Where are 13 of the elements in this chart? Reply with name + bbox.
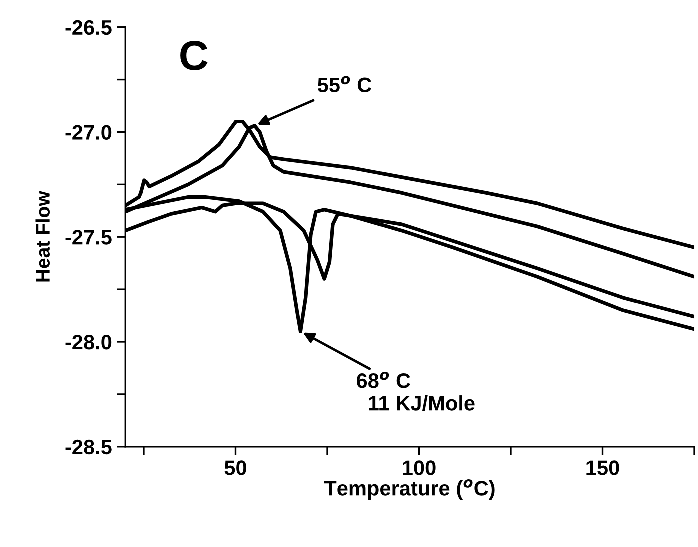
y-tick-label: -27.0: [66, 125, 112, 140]
chart-title: C: [180, 41, 208, 71]
x-tick-label: 150: [586, 460, 620, 476]
y-tick-label: -27.5: [66, 230, 112, 245]
annotation: 55$^{o}$ C: [318, 76, 372, 93]
x-axis-title: Temperature ($^{o}$C): [324, 480, 495, 500]
y-tick-label: -28.0: [66, 335, 112, 350]
annotation: 68$^{o}$ C 11 KJ/Mole: [357, 372, 475, 412]
x-tick-label: 100: [403, 460, 436, 476]
y-tick-label: -28.5: [66, 440, 112, 455]
x-tick-label: 50: [224, 460, 246, 476]
y-axis-title: Heat Flow: [36, 191, 50, 282]
y-tick-label: -26.5: [66, 20, 112, 36]
